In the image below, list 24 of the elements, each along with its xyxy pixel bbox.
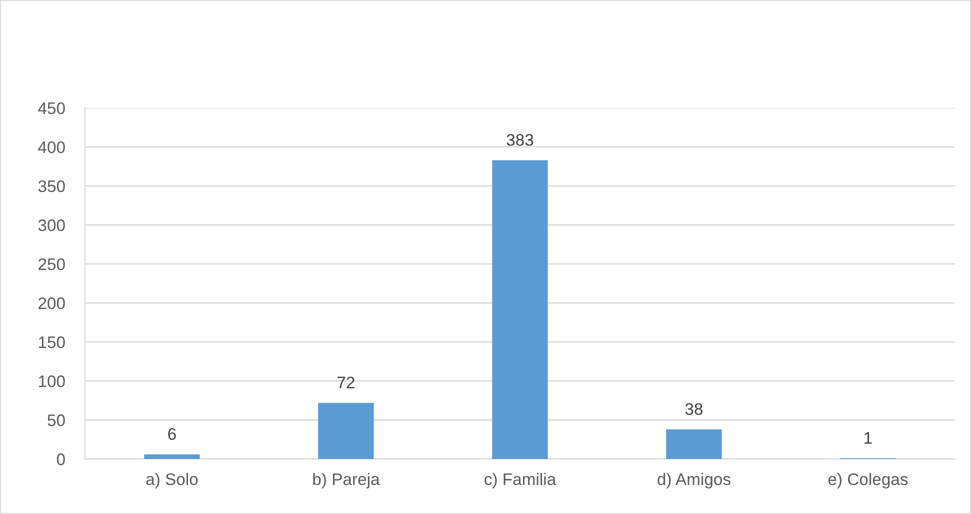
data-label: 383 (506, 134, 534, 146)
y-tick-label: 50 (48, 414, 65, 426)
x-tick-label: c) Familia (484, 472, 556, 488)
data-label: 72 (338, 376, 354, 388)
bar (492, 160, 548, 459)
bar (318, 402, 374, 459)
y-tick-label: 400 (38, 141, 65, 154)
bar (144, 454, 200, 459)
y-tick-label: 300 (38, 219, 65, 232)
x-tick-label: e) Colegas (828, 472, 908, 488)
x-tick-label: b) Pareja (313, 472, 380, 488)
y-tick-label: 0 (56, 453, 65, 466)
y-tick-label: 200 (38, 297, 65, 310)
y-tick-label: 100 (38, 375, 65, 388)
y-tick-label: 150 (38, 336, 65, 348)
data-label: 6 (168, 428, 176, 440)
y-tick-label: 250 (38, 258, 65, 270)
x-tick-label: a) Solo (146, 472, 198, 488)
data-label: 38 (685, 403, 703, 415)
y-tick-label: 450 (38, 102, 65, 114)
bar (666, 429, 722, 459)
data-label: 1 (864, 432, 872, 444)
y-tick-label: 350 (38, 180, 65, 192)
x-tick-label: d) Amigos (658, 472, 730, 488)
